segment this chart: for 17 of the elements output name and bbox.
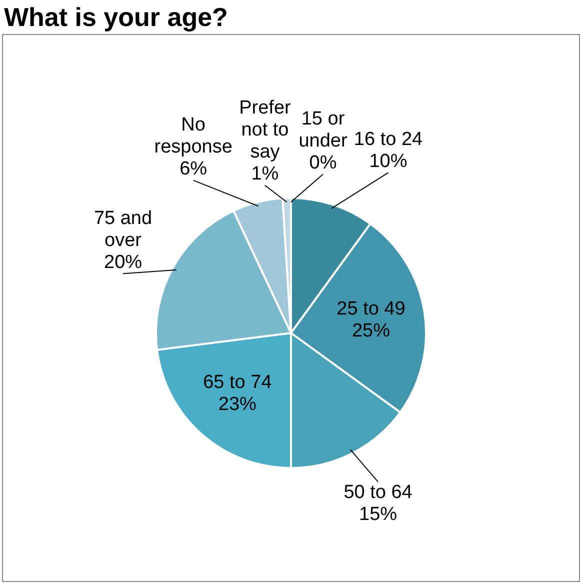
slice-label: 65 to 74 [203, 372, 272, 393]
slice-label: 25 to 49 [336, 298, 406, 320]
data-label: 15% [359, 504, 398, 526]
slice-label: Prefer not to say [239, 98, 292, 163]
data-label: 23% [218, 394, 257, 415]
slice-label: 75 and over [94, 208, 152, 251]
text: 0% [309, 152, 337, 174]
chart-title: What is your age? [4, 2, 228, 33]
data-label: 1% [251, 164, 279, 185]
category-label: 15 or under [298, 108, 348, 152]
data-label: 6% [180, 158, 208, 180]
slice-label: 50 to 64 [344, 482, 413, 504]
data-label: 10% [369, 150, 408, 172]
data-label: 20% [104, 252, 142, 273]
slice-label: 16 to 24 [354, 128, 424, 150]
slice-label: No response [154, 114, 232, 158]
data-label: 25% [352, 320, 390, 342]
